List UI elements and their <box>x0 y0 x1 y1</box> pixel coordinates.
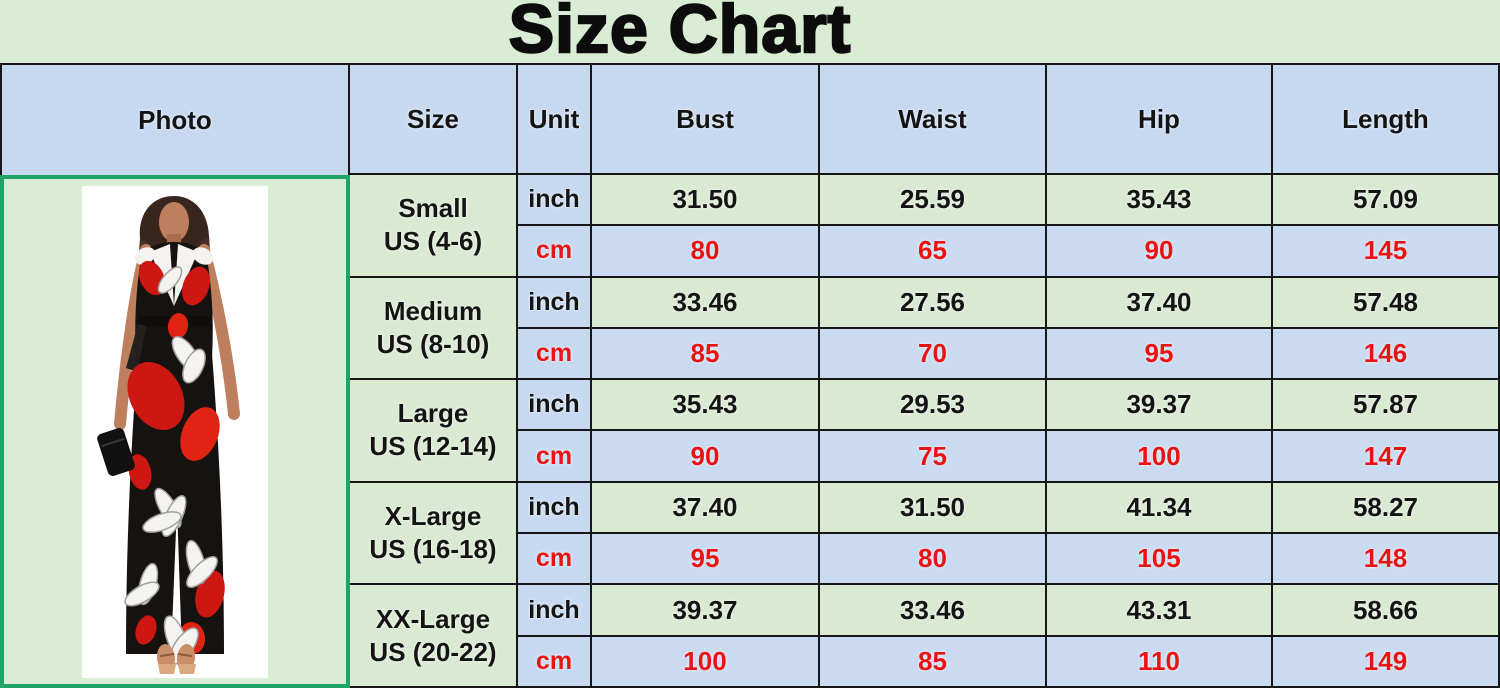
hip-inch-value: 43.31 <box>1047 585 1273 637</box>
length-cm-value: 149 <box>1273 636 1500 688</box>
size-name: Medium <box>383 295 483 326</box>
bust-inch-value: 33.46 <box>592 277 820 329</box>
feet <box>156 644 196 674</box>
waist-cm-value: 70 <box>820 328 1047 381</box>
waist-inch-value: 25.59 <box>820 175 1047 227</box>
bust-inch-value: 37.40 <box>592 482 820 535</box>
hip-cm-value: 100 <box>1047 431 1273 483</box>
waist-inch-value: 33.46 <box>820 585 1047 637</box>
length-inch-value: 57.87 <box>1273 380 1500 432</box>
bust-cm-value: 90 <box>592 431 820 483</box>
size-us: US (12-14) <box>369 431 497 462</box>
waist-inch-value: 29.53 <box>820 380 1047 432</box>
hip-inch-value: 37.40 <box>1047 277 1273 329</box>
hip-inch-value: 41.34 <box>1047 482 1273 535</box>
length-cm-value: 145 <box>1273 226 1500 278</box>
waist-inch-value: 27.56 <box>820 277 1047 329</box>
hip-cm-value: 95 <box>1047 328 1273 381</box>
column-header-size: Size <box>350 63 518 175</box>
model-photo <box>82 186 268 678</box>
hip-cm-value: 110 <box>1047 636 1273 688</box>
waist-cm-value: 80 <box>820 534 1047 586</box>
page-title: Size Chart <box>508 0 852 68</box>
column-header-photo: Photo <box>0 63 350 175</box>
unit-cell-cm: cm <box>518 431 592 483</box>
unit-cell-inch: inch <box>518 175 592 227</box>
size-cell-large: Large US (12-14) <box>350 380 518 483</box>
hip-inch-value: 39.37 <box>1047 380 1273 432</box>
size-cell-x-large: X-Large US (16-18) <box>350 482 518 586</box>
model-photo-illustration <box>82 186 268 678</box>
photo-cell <box>0 175 350 688</box>
bust-inch-value: 35.43 <box>592 380 820 432</box>
bust-inch-value: 39.37 <box>592 585 820 637</box>
size-cell-medium: Medium US (8-10) <box>350 277 518 381</box>
size-name: Large <box>397 398 469 429</box>
size-us: US (16-18) <box>369 534 497 565</box>
length-inch-value: 57.48 <box>1273 277 1500 329</box>
column-header-bust: Bust <box>592 63 820 175</box>
length-inch-value: 58.66 <box>1273 585 1500 637</box>
size-cell-xx-large: XX-Large US (20-22) <box>350 585 518 688</box>
bust-inch-value: 31.50 <box>592 175 820 227</box>
bust-cm-value: 100 <box>592 636 820 688</box>
bust-cm-value: 85 <box>592 328 820 381</box>
column-header-hip: Hip <box>1047 63 1273 175</box>
waist-cm-value: 75 <box>820 431 1047 483</box>
unit-cell-inch: inch <box>518 482 592 535</box>
size-name: Small <box>398 193 468 224</box>
unit-cell-inch: inch <box>518 585 592 637</box>
waist-cm-value: 65 <box>820 226 1047 278</box>
hip-cm-value: 105 <box>1047 534 1273 586</box>
hip-inch-value: 35.43 <box>1047 175 1273 227</box>
length-cm-value: 148 <box>1273 534 1500 586</box>
length-cm-value: 147 <box>1273 431 1500 483</box>
column-header-length: Length <box>1273 63 1500 175</box>
size-name: X-Large <box>384 501 482 532</box>
size-us: US (4-6) <box>383 226 483 257</box>
size-name: XX-Large <box>375 603 491 634</box>
unit-cell-cm: cm <box>518 636 592 688</box>
column-header-waist: Waist <box>820 63 1047 175</box>
waist-cm-value: 85 <box>820 636 1047 688</box>
bust-cm-value: 95 <box>592 534 820 586</box>
length-inch-value: 58.27 <box>1273 482 1500 535</box>
unit-cell-inch: inch <box>518 277 592 329</box>
unit-cell-inch: inch <box>518 380 592 432</box>
clutch-bag <box>97 428 135 476</box>
size-cell-small: Small US (4-6) <box>350 175 518 278</box>
size-us: US (20-22) <box>369 636 497 667</box>
size-us: US (8-10) <box>376 328 490 359</box>
length-cm-value: 146 <box>1273 328 1500 381</box>
column-header-unit: Unit <box>518 63 592 175</box>
length-inch-value: 57.09 <box>1273 175 1500 227</box>
unit-cell-cm: cm <box>518 328 592 381</box>
bust-cm-value: 80 <box>592 226 820 278</box>
unit-cell-cm: cm <box>518 226 592 278</box>
unit-cell-cm: cm <box>518 534 592 586</box>
waist-inch-value: 31.50 <box>820 482 1047 535</box>
red-flowers <box>127 260 225 654</box>
size-table: Photo Size Unit Bust Waist Hip Length <box>0 63 1500 688</box>
hip-cm-value: 90 <box>1047 226 1273 278</box>
